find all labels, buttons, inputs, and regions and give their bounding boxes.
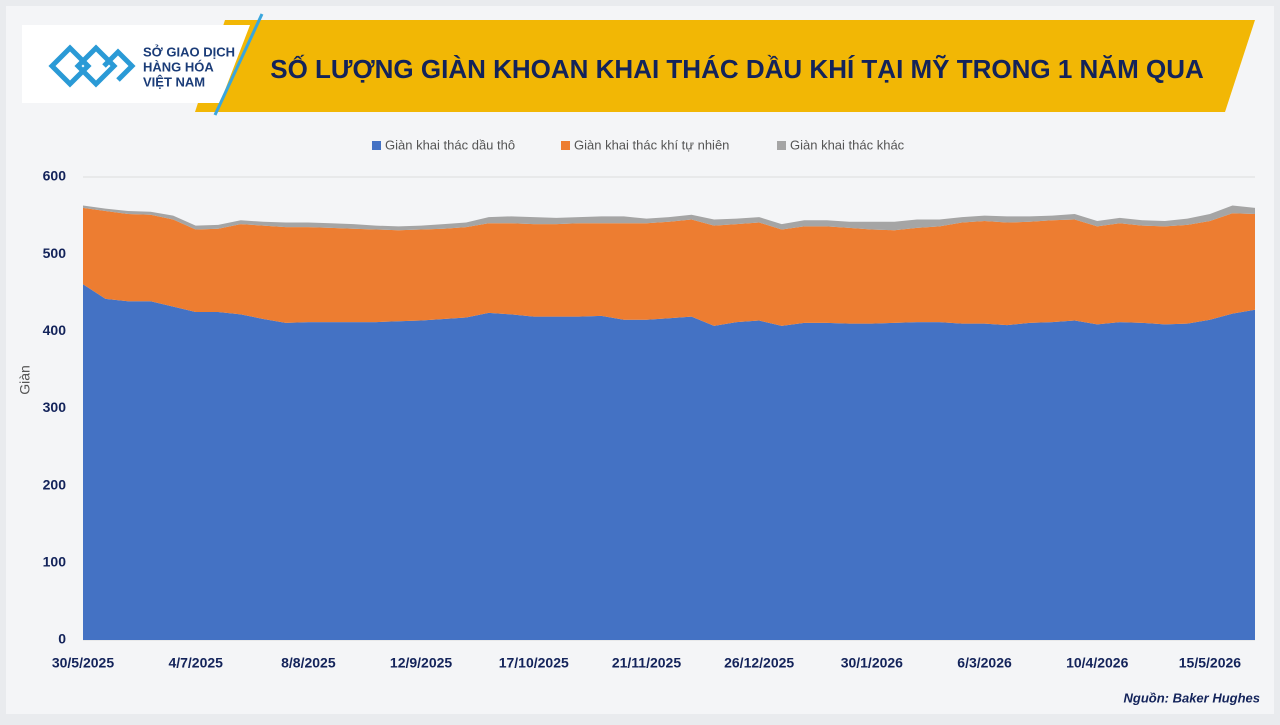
logo-mark (48, 44, 136, 88)
chart-title: SỐ LƯỢNG GIÀN KHOAN KHAI THÁC DẦU KHÍ TẠ… (270, 54, 1204, 84)
x-tick-label: 10/4/2026 (1066, 655, 1128, 671)
y-tick-label: 500 (43, 245, 67, 261)
logo-text: SỞ GIAO DỊCH (143, 44, 235, 59)
source: Nguồn: Baker Hughes (1123, 690, 1260, 705)
y-tick-label: 600 (43, 168, 67, 184)
legend-label: Giàn khai thác khí tự nhiên (574, 137, 729, 152)
x-tick-label: 15/5/2026 (1179, 655, 1241, 671)
legend-label: Giàn khai thác khác (790, 137, 905, 152)
x-tick-label: 8/8/2025 (281, 655, 336, 671)
legend-label: Giàn khai thác dầu thô (385, 137, 515, 152)
area (83, 207, 1255, 326)
y-tick-label: 100 (43, 554, 67, 570)
x-tick-label: 30/1/2026 (841, 655, 903, 671)
logo-box (22, 25, 250, 103)
legend-swatch (561, 141, 570, 150)
logo-text: HÀNG HÓA (143, 59, 214, 74)
logo-text: VIỆT NAM (143, 74, 205, 89)
y-tick-label: 0 (58, 631, 66, 647)
x-tick-label: 30/5/2025 (52, 655, 114, 671)
y-tick-label: 200 (43, 476, 67, 492)
legend-swatch (372, 141, 381, 150)
logo-accent (213, 13, 264, 116)
y-tick-label: 400 (43, 322, 67, 338)
area (83, 205, 1255, 231)
x-tick-label: 17/10/2025 (499, 655, 569, 671)
title-banner (195, 20, 1255, 112)
x-tick-label: 26/12/2025 (724, 655, 794, 671)
x-tick-label: 21/11/2025 (612, 655, 682, 671)
x-tick-label: 6/3/2026 (957, 655, 1012, 671)
y-axis-label: Giàn (17, 365, 33, 395)
y-tick-label: 300 (43, 399, 67, 415)
x-tick-label: 4/7/2025 (168, 655, 223, 671)
x-tick-label: 12/9/2025 (390, 655, 452, 671)
area (83, 284, 1255, 640)
legend-swatch (777, 141, 786, 150)
